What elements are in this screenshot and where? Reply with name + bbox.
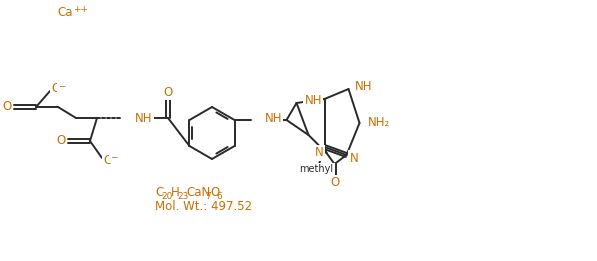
Text: −: − — [58, 81, 66, 91]
Text: H: H — [171, 186, 179, 199]
Text: 23: 23 — [177, 192, 189, 201]
Text: ++: ++ — [73, 4, 88, 14]
Text: −: − — [110, 152, 118, 162]
Text: O: O — [57, 134, 66, 147]
Text: CaN: CaN — [186, 186, 210, 199]
Text: NH: NH — [264, 112, 282, 126]
Text: C: C — [155, 186, 163, 199]
Text: NH: NH — [304, 94, 322, 108]
Text: O: O — [210, 186, 219, 199]
Text: Ca: Ca — [57, 7, 72, 20]
Text: 20: 20 — [162, 192, 173, 201]
Text: N: N — [349, 151, 358, 164]
Text: NH₂: NH₂ — [368, 116, 390, 129]
Text: NH: NH — [355, 80, 372, 93]
Text: O: O — [164, 86, 173, 98]
Text: N: N — [315, 146, 324, 159]
Text: O: O — [330, 176, 339, 189]
Text: 6: 6 — [217, 192, 222, 201]
Text: methyl: methyl — [300, 164, 334, 174]
Text: Mol. Wt.: 497.52: Mol. Wt.: 497.52 — [155, 200, 252, 213]
Text: O: O — [51, 82, 60, 96]
Text: 7: 7 — [205, 192, 211, 201]
Text: O: O — [3, 100, 12, 114]
Text: NH: NH — [135, 111, 152, 124]
Text: O: O — [103, 153, 112, 167]
